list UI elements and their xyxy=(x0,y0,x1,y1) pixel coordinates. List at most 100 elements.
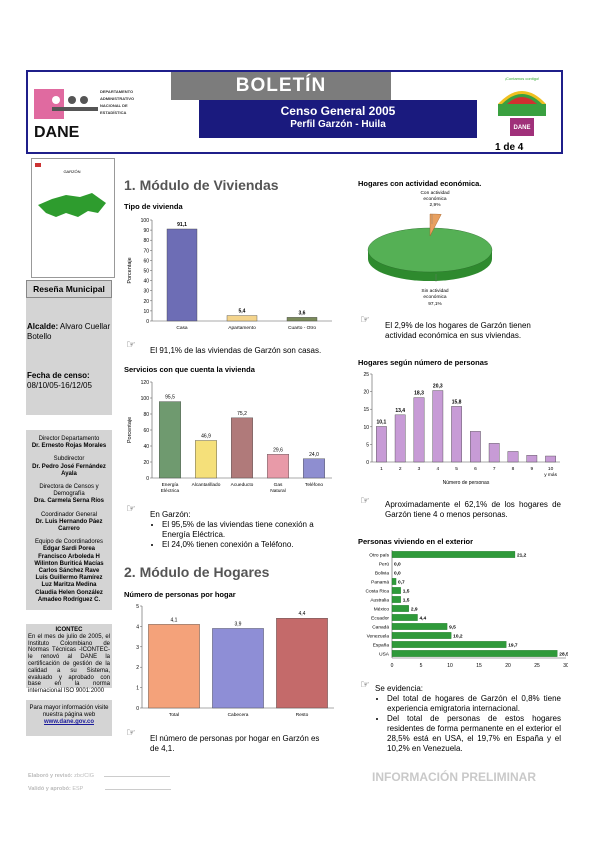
preliminary-stamp: INFORMACIÓN PRELIMINAR xyxy=(372,770,536,784)
census-date-value: 08/10/05-16/12/05 xyxy=(27,381,92,390)
bar-3 xyxy=(391,578,397,585)
page-indicator: 1 de 4 xyxy=(495,142,524,153)
x-tick-label: 30 xyxy=(563,663,568,669)
title-band: BOLETÍN xyxy=(171,72,391,100)
bar-8 xyxy=(526,455,538,463)
pie-slice-0 xyxy=(429,213,442,237)
x-tick-label: 0 xyxy=(391,663,394,669)
census-date-label: Fecha de censo: xyxy=(27,371,90,380)
slice-label: Con actividad xyxy=(420,190,449,196)
x-tick-label: Apartamento xyxy=(228,325,256,331)
y-tick-label: 0 xyxy=(136,706,139,712)
chart2-notes: En Garzón: El 95,5% de las viviendas tie… xyxy=(150,510,326,550)
footer-elaboro: Elaboró y revisó: zbc/CIG xyxy=(28,773,170,779)
data-label: 46,9 xyxy=(201,433,211,439)
data-label: 0,0 xyxy=(394,562,401,568)
y-tick-label: 0 xyxy=(146,476,149,482)
bar-3 xyxy=(432,390,444,463)
data-label: 5,4 xyxy=(239,309,246,315)
dane-logo: DANE xyxy=(34,89,98,141)
x-tick-label: Eléctrica xyxy=(161,488,180,494)
y-axis-label: Porcentaje xyxy=(127,417,133,443)
chart3-note: El número de personas por hogar en Garzó… xyxy=(150,734,320,753)
bar-4 xyxy=(451,406,462,463)
y-tick-label: 20 xyxy=(143,299,149,305)
icontec-box: ICONTEC En el mes de julio de 2005, el I… xyxy=(26,624,112,694)
slice-label: económica xyxy=(423,294,447,300)
chart-personas-hogar: 0 1 2 3 4 5 4,1 Total 3,9 Cabecera 4,4 Resto xyxy=(136,604,334,718)
data-label: 1,5 xyxy=(403,589,410,595)
bar-7 xyxy=(507,451,519,463)
header-frame xyxy=(26,70,563,154)
section2-title: 2. Módulo de Hogares xyxy=(124,564,270,580)
y-tick-label: 0 xyxy=(366,460,369,466)
y-tick-label: Otro país xyxy=(369,553,389,559)
chart3-title: Número de personas por hogar xyxy=(124,590,236,599)
bar-6 xyxy=(488,443,500,463)
y-tick-label: 5 xyxy=(136,604,139,610)
svg-text:DANE: DANE xyxy=(513,125,530,131)
bar-1 xyxy=(394,414,406,463)
x-tick-label: 2 xyxy=(399,466,402,472)
chart-tipo-vivienda: Porcentaje 0 10 20 30 40 50 60 70 80 90 100 91,1 Casa… xyxy=(127,218,332,331)
x-tick-label: 9 xyxy=(530,466,533,472)
y-tick-label: Panamá xyxy=(371,580,389,586)
y-tick-label: 25 xyxy=(363,372,369,378)
data-label: 24,0 xyxy=(309,452,319,458)
data-label: 10,1 xyxy=(377,419,387,425)
x-tick-label: 5 xyxy=(420,663,423,669)
y-tick-label: 0 xyxy=(146,319,149,325)
x-tick-label: 10 xyxy=(447,663,453,669)
data-label: 20,3 xyxy=(433,384,443,390)
x-tick-label: Acueducto xyxy=(231,482,254,488)
x-tick-label: 7 xyxy=(493,466,496,472)
x-tick-label: 25 xyxy=(534,663,540,669)
website-link[interactable]: www.dane.gov.co xyxy=(43,719,94,725)
data-label: 1,5 xyxy=(403,598,410,604)
y-tick-label: 5 xyxy=(366,442,369,448)
chart-servicios: Porcentaje 0 20 40 60 80 100 120 95,5 EnergíaEléc… xyxy=(127,380,332,494)
chart5-title: Hogares según número de personas xyxy=(358,358,489,367)
census-subtitle: Perfil Garzón - Huila xyxy=(290,119,386,130)
chart2-title: Servicios con que cuenta la vivienda xyxy=(124,365,255,374)
x-tick-label: 5 xyxy=(455,466,458,472)
y-tick-label: 100 xyxy=(141,396,150,402)
mayor-value: Alvaro Cuellar Botello xyxy=(27,322,111,341)
y-axis-label: Porcentaje xyxy=(127,257,133,283)
y-tick-label: Costa Rica xyxy=(366,589,390,595)
data-label: 2,9 xyxy=(411,607,418,613)
slice-label: económica xyxy=(423,196,447,202)
x-tick-label: 1 xyxy=(380,466,383,472)
census-title: Censo General 2005 xyxy=(280,104,396,118)
bar-9 xyxy=(391,632,452,639)
dane-word: DANE xyxy=(34,124,80,141)
y-tick-label: 1 xyxy=(136,686,139,692)
x-tick-label: Casa xyxy=(176,325,188,331)
pointing-hand-icon: ☞ xyxy=(360,314,370,326)
data-label: 13,4 xyxy=(395,408,405,414)
bar-6 xyxy=(391,605,409,612)
data-label: 0,0 xyxy=(394,571,401,577)
chart4-title: Hogares con actividad económica. xyxy=(358,179,482,188)
x-tick-label: Total xyxy=(169,712,179,718)
x-tick-label: 15 xyxy=(476,663,482,669)
x-tick-label: Natural xyxy=(270,488,285,494)
x-tick-label: 4 xyxy=(436,466,439,472)
y-tick-label: 4 xyxy=(136,624,139,630)
section1-title: 1. Módulo de Viviendas xyxy=(124,177,279,193)
data-label: 95,5 xyxy=(165,395,175,401)
slice-label: Sin actividad xyxy=(421,288,449,294)
bar-1 xyxy=(194,440,217,479)
x-tick-label: Energía xyxy=(162,482,179,488)
y-tick-label: USA xyxy=(379,652,390,658)
y-tick-label: 10 xyxy=(363,425,369,431)
chart1-title: Tipo de vivienda xyxy=(124,202,183,211)
municipality-map: GARZÓN xyxy=(31,158,115,278)
map-label: GARZÓN xyxy=(63,169,80,174)
bar-0 xyxy=(159,401,182,479)
pointing-hand-icon: ☞ xyxy=(126,727,136,739)
footer-valido: Validó y aprobó: ESP xyxy=(28,786,171,792)
y-tick-label: 20 xyxy=(363,390,369,396)
y-tick-label: 20 xyxy=(143,460,149,466)
